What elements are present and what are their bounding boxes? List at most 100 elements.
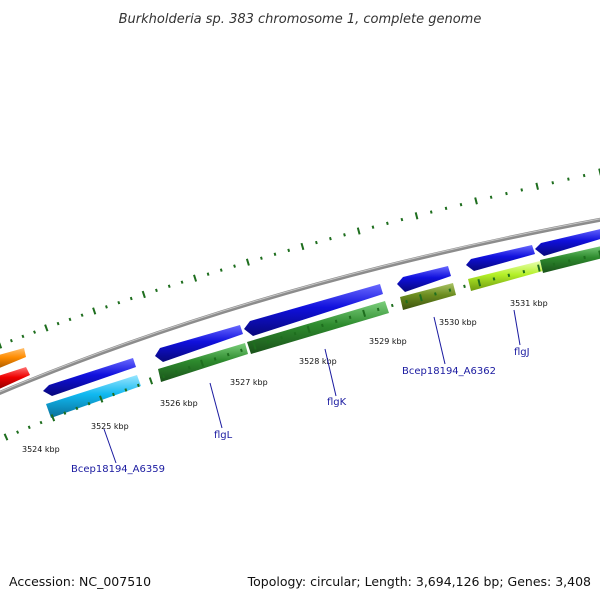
gene-label[interactable]: flgL bbox=[214, 430, 233, 441]
scale-tick bbox=[537, 264, 541, 272]
gene-red[interactable] bbox=[0, 367, 30, 390]
scale-tick bbox=[112, 392, 115, 397]
scale-tick bbox=[219, 268, 223, 272]
scale-tick bbox=[187, 365, 191, 370]
scale-tick bbox=[329, 236, 332, 241]
scale-tick bbox=[87, 401, 91, 406]
scale-labels: 3524 kbp 3525 kbp 3526 kbp 3527 kbp 3528… bbox=[22, 299, 548, 454]
scale-tick bbox=[266, 340, 270, 344]
scale-label: 3530 kbp bbox=[439, 318, 477, 327]
genome-backbone bbox=[0, 217, 600, 395]
cds-flgk[interactable] bbox=[244, 284, 383, 336]
scale-tick bbox=[44, 324, 49, 332]
scale-label: 3531 kbp bbox=[510, 299, 548, 308]
scale-label: 3529 kbp bbox=[369, 337, 407, 346]
scale-tick bbox=[80, 313, 84, 317]
gene-bcep18194-a6359[interactable] bbox=[46, 375, 141, 418]
scale-tick bbox=[598, 168, 600, 176]
scale-tick bbox=[315, 240, 318, 245]
topology-summary: Topology: circular; Length: 3,694,126 bp… bbox=[247, 574, 591, 589]
map-title: Burkholderia sp. 383 chromosome 1, compl… bbox=[119, 12, 482, 27]
gene-right-partial[interactable] bbox=[540, 245, 600, 273]
scale-tick bbox=[33, 330, 37, 334]
scale-tick bbox=[582, 173, 586, 178]
scale-tick bbox=[535, 182, 539, 190]
gene-label[interactable]: flgK bbox=[327, 397, 347, 408]
cds-bcep18194-a6362[interactable] bbox=[397, 266, 451, 292]
scale-tick bbox=[598, 250, 600, 258]
scale-tick bbox=[583, 255, 586, 260]
scale-tick bbox=[522, 269, 526, 274]
scale-tick bbox=[180, 280, 184, 284]
scale-tick bbox=[492, 277, 496, 281]
scale-tick bbox=[92, 307, 97, 315]
scale-tick bbox=[148, 377, 154, 385]
leader-line bbox=[209, 382, 223, 429]
gene-flgl[interactable] bbox=[158, 343, 248, 382]
gene-label[interactable]: Bcep18194_A6359 bbox=[71, 464, 165, 475]
scale-tick bbox=[75, 406, 79, 411]
scale-tick bbox=[386, 221, 389, 226]
scale-tick bbox=[273, 252, 277, 256]
scale-tick bbox=[414, 212, 419, 220]
gene-label[interactable]: flgJ bbox=[514, 347, 530, 358]
scale-tick bbox=[520, 188, 524, 192]
scale-tick bbox=[239, 348, 243, 353]
scale-tick bbox=[0, 342, 3, 349]
scale-label: 3527 kbp bbox=[230, 378, 268, 387]
scale-tick bbox=[459, 202, 463, 207]
scale-tick bbox=[21, 334, 25, 339]
scale-tick bbox=[200, 359, 205, 367]
scale-tick bbox=[348, 315, 352, 320]
scale-tick bbox=[448, 288, 452, 292]
scale-tick bbox=[362, 309, 367, 317]
scale-tick bbox=[567, 177, 570, 181]
scale-tick bbox=[193, 274, 198, 282]
scale-tick bbox=[300, 242, 305, 251]
accession-text: Accession: NC_007510 bbox=[9, 574, 151, 589]
cds-bcep18194-a6359[interactable] bbox=[43, 358, 136, 396]
gene-flgj[interactable] bbox=[468, 261, 543, 291]
scale-tick bbox=[334, 319, 338, 324]
scale-tick bbox=[507, 273, 511, 278]
gene-bcep18194-a6362[interactable] bbox=[400, 283, 456, 310]
scale-tick bbox=[233, 264, 236, 268]
scale-tick bbox=[129, 296, 133, 301]
scale-tick bbox=[376, 307, 380, 312]
scale-tick bbox=[39, 420, 43, 425]
scale-tick bbox=[280, 336, 283, 340]
gene-label[interactable]: Bcep18194_A6362 bbox=[402, 366, 496, 377]
scale-tick bbox=[124, 388, 128, 392]
scale-label: 3524 kbp bbox=[22, 445, 60, 454]
scale-tick bbox=[174, 370, 178, 374]
scale-tick bbox=[63, 411, 67, 415]
scale-tick bbox=[405, 299, 408, 304]
scale-label: 3526 kbp bbox=[160, 399, 198, 408]
cds-flgj[interactable] bbox=[466, 245, 535, 271]
scale-tick bbox=[371, 225, 375, 229]
scale-tick bbox=[27, 425, 31, 430]
scale-tick bbox=[474, 197, 478, 205]
scale-tick bbox=[463, 284, 466, 289]
scale-tick bbox=[343, 233, 346, 237]
genome-backbone-highlight bbox=[0, 218, 600, 393]
scale-tick bbox=[206, 272, 210, 276]
feature-track bbox=[0, 228, 600, 418]
gene-orange[interactable] bbox=[0, 348, 26, 369]
scale-tick bbox=[141, 290, 146, 299]
cds-flgl[interactable] bbox=[155, 325, 243, 362]
gene-labels: Bcep18194_A6359 flgL flgK Bcep18194_A636… bbox=[71, 347, 530, 475]
scale-tick bbox=[252, 342, 257, 350]
scale-tick bbox=[321, 323, 324, 328]
scale-tick bbox=[16, 430, 20, 434]
gene-flgk[interactable] bbox=[247, 301, 389, 354]
scale-tick bbox=[226, 352, 230, 357]
outer-tick-ring bbox=[0, 168, 600, 349]
scale-tick bbox=[213, 357, 217, 361]
scale-tick bbox=[551, 181, 555, 185]
leader-line bbox=[103, 428, 117, 464]
leader-line bbox=[324, 348, 337, 397]
cds-right-partial[interactable] bbox=[535, 228, 600, 256]
scale-tick bbox=[9, 338, 13, 343]
